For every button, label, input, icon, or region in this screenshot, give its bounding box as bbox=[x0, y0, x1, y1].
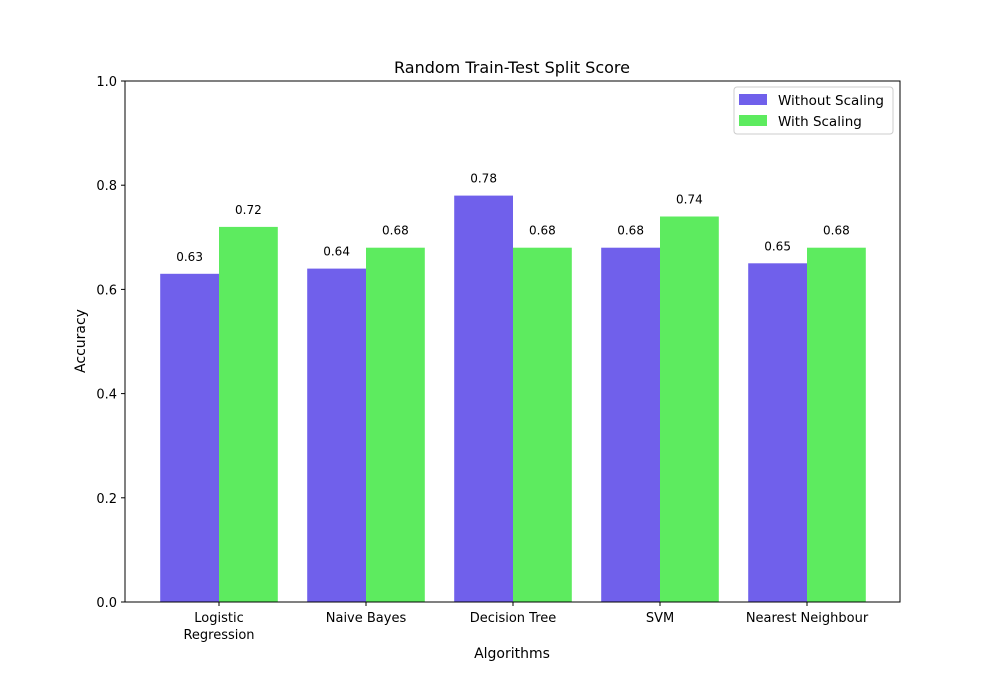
bar-with-scaling-2 bbox=[513, 247, 572, 602]
chart-title: Random Train-Test Split Score bbox=[394, 58, 630, 77]
bar-without-scaling-1 bbox=[307, 268, 366, 602]
bar-with-scaling-4 bbox=[807, 247, 866, 602]
x-axis-title: Algorithms bbox=[474, 646, 550, 662]
bar-with-scaling-3 bbox=[660, 216, 719, 602]
data-label: 0.64 bbox=[323, 245, 350, 259]
x-tick-label: Nearest Neighbour bbox=[746, 611, 869, 626]
bar-without-scaling-3 bbox=[601, 247, 660, 602]
data-label: 0.78 bbox=[470, 172, 497, 186]
x-axis: Logistic Regression Naive Bayes Decision Tr… bbox=[183, 602, 869, 643]
data-label: 0.74 bbox=[676, 193, 703, 207]
bar-without-scaling-4 bbox=[748, 263, 807, 602]
legend-box bbox=[733, 86, 894, 135]
bar-with-scaling-1 bbox=[366, 247, 425, 602]
x-tick-label: Logistic Regression bbox=[183, 611, 254, 643]
legend-swatch bbox=[739, 94, 767, 105]
bar-without-scaling-0 bbox=[160, 273, 219, 602]
legend-entry: Without Scaling bbox=[778, 93, 884, 109]
y-tick-label: 0.6 bbox=[96, 283, 117, 298]
y-tick-label: 0.8 bbox=[96, 179, 117, 194]
y-tick-label: 1.0 bbox=[96, 75, 117, 90]
data-label: 0.68 bbox=[382, 224, 409, 238]
bar-without-scaling-2 bbox=[454, 195, 513, 602]
bar-with-scaling-0 bbox=[219, 226, 278, 602]
x-tick-label: Decision Tree bbox=[470, 611, 557, 626]
data-label: 0.68 bbox=[823, 224, 850, 238]
data-label: 0.72 bbox=[235, 203, 262, 217]
data-labels-layer: 0.63 0.64 0.78 0.68 0.65 0.72 0.68 0.68 0.74 0.68 bbox=[176, 172, 850, 264]
y-tick-label: 0.0 bbox=[96, 596, 117, 611]
x-tick-label: Naive Bayes bbox=[326, 611, 407, 626]
x-tick-label: SVM bbox=[646, 611, 674, 626]
y-axis: 0.0 0.2 0.4 0.6 0.8 1.0 bbox=[96, 75, 125, 611]
y-tick-label: 0.4 bbox=[96, 388, 117, 403]
legend-swatch bbox=[739, 115, 767, 126]
data-label: 0.68 bbox=[617, 224, 644, 238]
data-label: 0.65 bbox=[764, 239, 791, 253]
y-axis-title: Accuracy bbox=[73, 309, 89, 373]
legend-entry: With Scaling bbox=[778, 114, 862, 130]
y-tick-label: 0.2 bbox=[96, 492, 117, 507]
legend: Without Scaling With Scaling bbox=[733, 86, 894, 135]
bars-layer bbox=[160, 195, 866, 602]
data-label: 0.68 bbox=[529, 224, 556, 238]
data-label: 0.63 bbox=[176, 250, 203, 264]
